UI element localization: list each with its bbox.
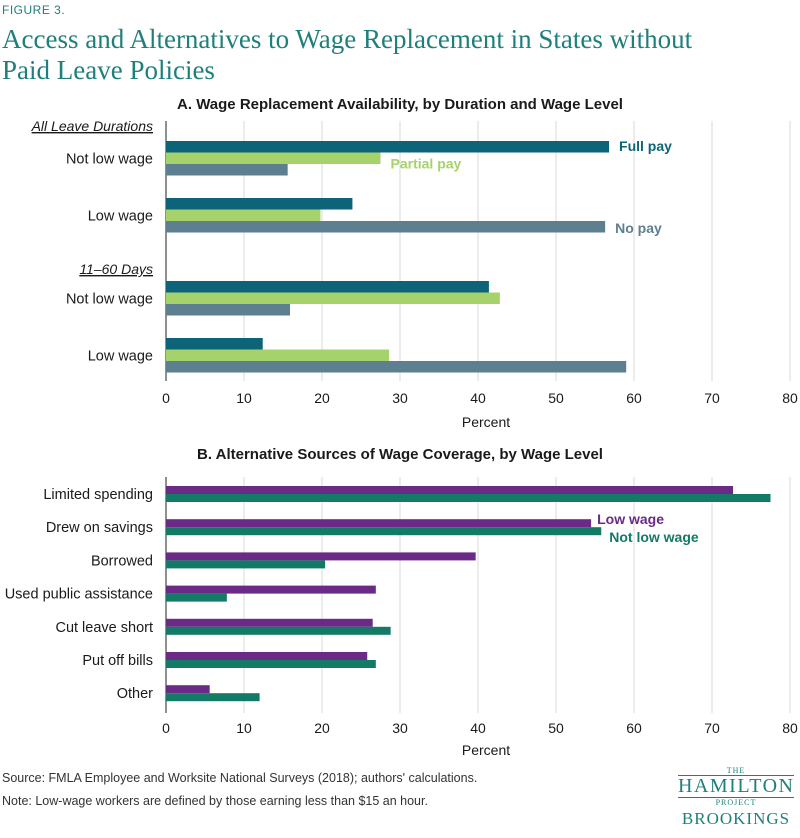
panel-a-bar-full-pay (166, 198, 353, 210)
panel-a-legend-label: Partial pay (391, 156, 462, 172)
logo-brookings: BROOKINGS (681, 809, 791, 828)
panel-b-legend-label: Low wage (597, 511, 664, 527)
panel-a-category-label: Not low wage (66, 291, 153, 307)
panel-b-tick-label: 70 (704, 720, 720, 736)
panel-a-legend-label: No pay (615, 220, 662, 236)
panel-a-bar-full-pay (166, 141, 610, 153)
panel-b-bar-low-wage (166, 486, 734, 494)
panel-a-tick-label: 10 (236, 390, 252, 406)
panel-b-tick-label: 80 (782, 720, 798, 736)
panel-b-x-axis-label: Percent (462, 742, 510, 758)
panel-b-tick-label: 50 (548, 720, 564, 736)
panel-b-bar-not-low-wage (166, 527, 602, 536)
panel-a-tick-label: 0 (162, 390, 170, 406)
panel-b-category-label: Used public assistance (5, 587, 153, 603)
panel-a-tick-label: 70 (704, 390, 720, 406)
panel-b-category-label: Drew on savings (46, 520, 153, 536)
panel-b-bar-not-low-wage (166, 560, 326, 569)
panel-a-tick-label: 50 (548, 390, 564, 406)
panel-a-bar-partial-pay (166, 209, 321, 221)
panel-a-tick-label: 30 (392, 390, 408, 406)
panel-b-bar-low-wage (166, 585, 376, 594)
panel-a-bar-partial-pay (166, 349, 390, 361)
panel-b-tick-label: 0 (162, 720, 170, 736)
panel-a-tick-label: 80 (782, 390, 798, 406)
panel-a-tick-label: 40 (470, 390, 486, 406)
panel-b-tick-label: 10 (236, 720, 252, 736)
panel-a-x-axis-label: Percent (462, 414, 510, 430)
panel-a-bar-full-pay (166, 338, 263, 350)
panel-b-tick-label: 40 (470, 720, 486, 736)
logo-hamilton: HAMILTON (678, 775, 795, 798)
panel-b-title: B. Alternative Sources of Wage Coverage,… (197, 446, 603, 463)
panel-a-category-label: Low wage (88, 348, 153, 364)
panel-a-group-label: All Leave Durations (31, 118, 153, 134)
panel-b-bar-not-low-wage (166, 660, 376, 668)
panel-a-bar-no-pay (166, 221, 606, 233)
panel-b-bar-not-low-wage (166, 626, 391, 635)
panel-b-bar-low-wage (166, 652, 368, 660)
panel-b-tick-label: 20 (314, 720, 330, 736)
figure-title: Access and Alternatives to Wage Replacem… (2, 24, 693, 85)
figure-label: FIGURE 3. (2, 3, 66, 17)
panel-a-group-label: 11–60 Days (79, 261, 153, 277)
panel-a-bar-full-pay (166, 281, 489, 293)
source-note: Source: FMLA Employee and Worksite Natio… (2, 771, 478, 785)
panel-b-bar-low-wage (166, 618, 373, 627)
panel-b-bar-low-wage (166, 552, 476, 561)
panel-b-bar-low-wage (166, 519, 592, 528)
hamilton-project-logo: THE HAMILTON PROJECT BROOKINGS (672, 766, 800, 838)
panel-b-legend-label: Not low wage (609, 529, 699, 545)
panel-a-bar-no-pay (166, 164, 288, 176)
panel-a-legend-label: Full pay (619, 138, 672, 154)
panel-b-category-label: Limited spending (43, 487, 153, 503)
panel-b-bar-not-low-wage (166, 593, 227, 602)
panel-b-tick-label: 60 (626, 720, 642, 736)
panel-a-bar-no-pay (166, 304, 291, 316)
panel-b-category-label: Cut leave short (55, 620, 153, 636)
panel-a-tick-label: 20 (314, 390, 330, 406)
panel-b-tick-label: 30 (392, 720, 408, 736)
panel-a-tick-label: 60 (626, 390, 642, 406)
panel-a-category-label: Not low wage (66, 151, 153, 167)
panel-a-title: A. Wage Replacement Availability, by Dur… (177, 96, 623, 113)
panel-a-bar-partial-pay (166, 292, 500, 304)
panel-b-category-label: Borrowed (91, 553, 153, 569)
panel-b-category-label: Put off bills (82, 653, 153, 669)
panel-b-category-label: Other (117, 686, 153, 702)
panel-a-category-label: Low wage (88, 208, 153, 224)
logo-the: THE (726, 766, 746, 775)
panel-b-bar-low-wage (166, 685, 210, 694)
definition-note: Note: Low-wage workers are defined by th… (2, 794, 428, 808)
panel-b-bar-not-low-wage (166, 693, 260, 702)
panel-b-bar-not-low-wage (166, 494, 771, 502)
logo-project: PROJECT (715, 798, 757, 807)
panel-a-bar-partial-pay (166, 152, 381, 164)
panel-a-bar-no-pay (166, 361, 627, 373)
